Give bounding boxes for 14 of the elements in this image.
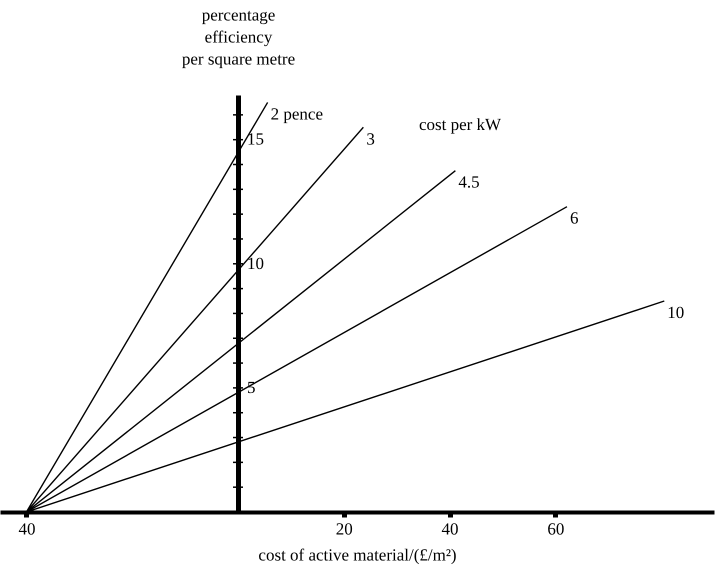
series-label: 10 bbox=[667, 303, 684, 322]
x-tick-label: 40 bbox=[442, 520, 459, 538]
x-tick-label: 40 bbox=[18, 520, 36, 538]
series-label: 3 bbox=[366, 129, 375, 148]
series-label: 4.5 bbox=[458, 172, 480, 192]
series-label: 2 pence bbox=[270, 104, 324, 124]
y-tick-label: 10 bbox=[247, 254, 264, 273]
series-label: 6 bbox=[570, 208, 578, 228]
y-tick-label: 15 bbox=[247, 130, 264, 149]
y-axis-title: percentage efficiency per square metre bbox=[182, 6, 296, 68]
x-tick-label: 20 bbox=[336, 520, 353, 538]
x-axis-title: cost of active material/(£/m²) bbox=[258, 546, 457, 564]
x-tick-label: 60 bbox=[547, 520, 564, 538]
annotation: cost per kW bbox=[418, 115, 502, 134]
